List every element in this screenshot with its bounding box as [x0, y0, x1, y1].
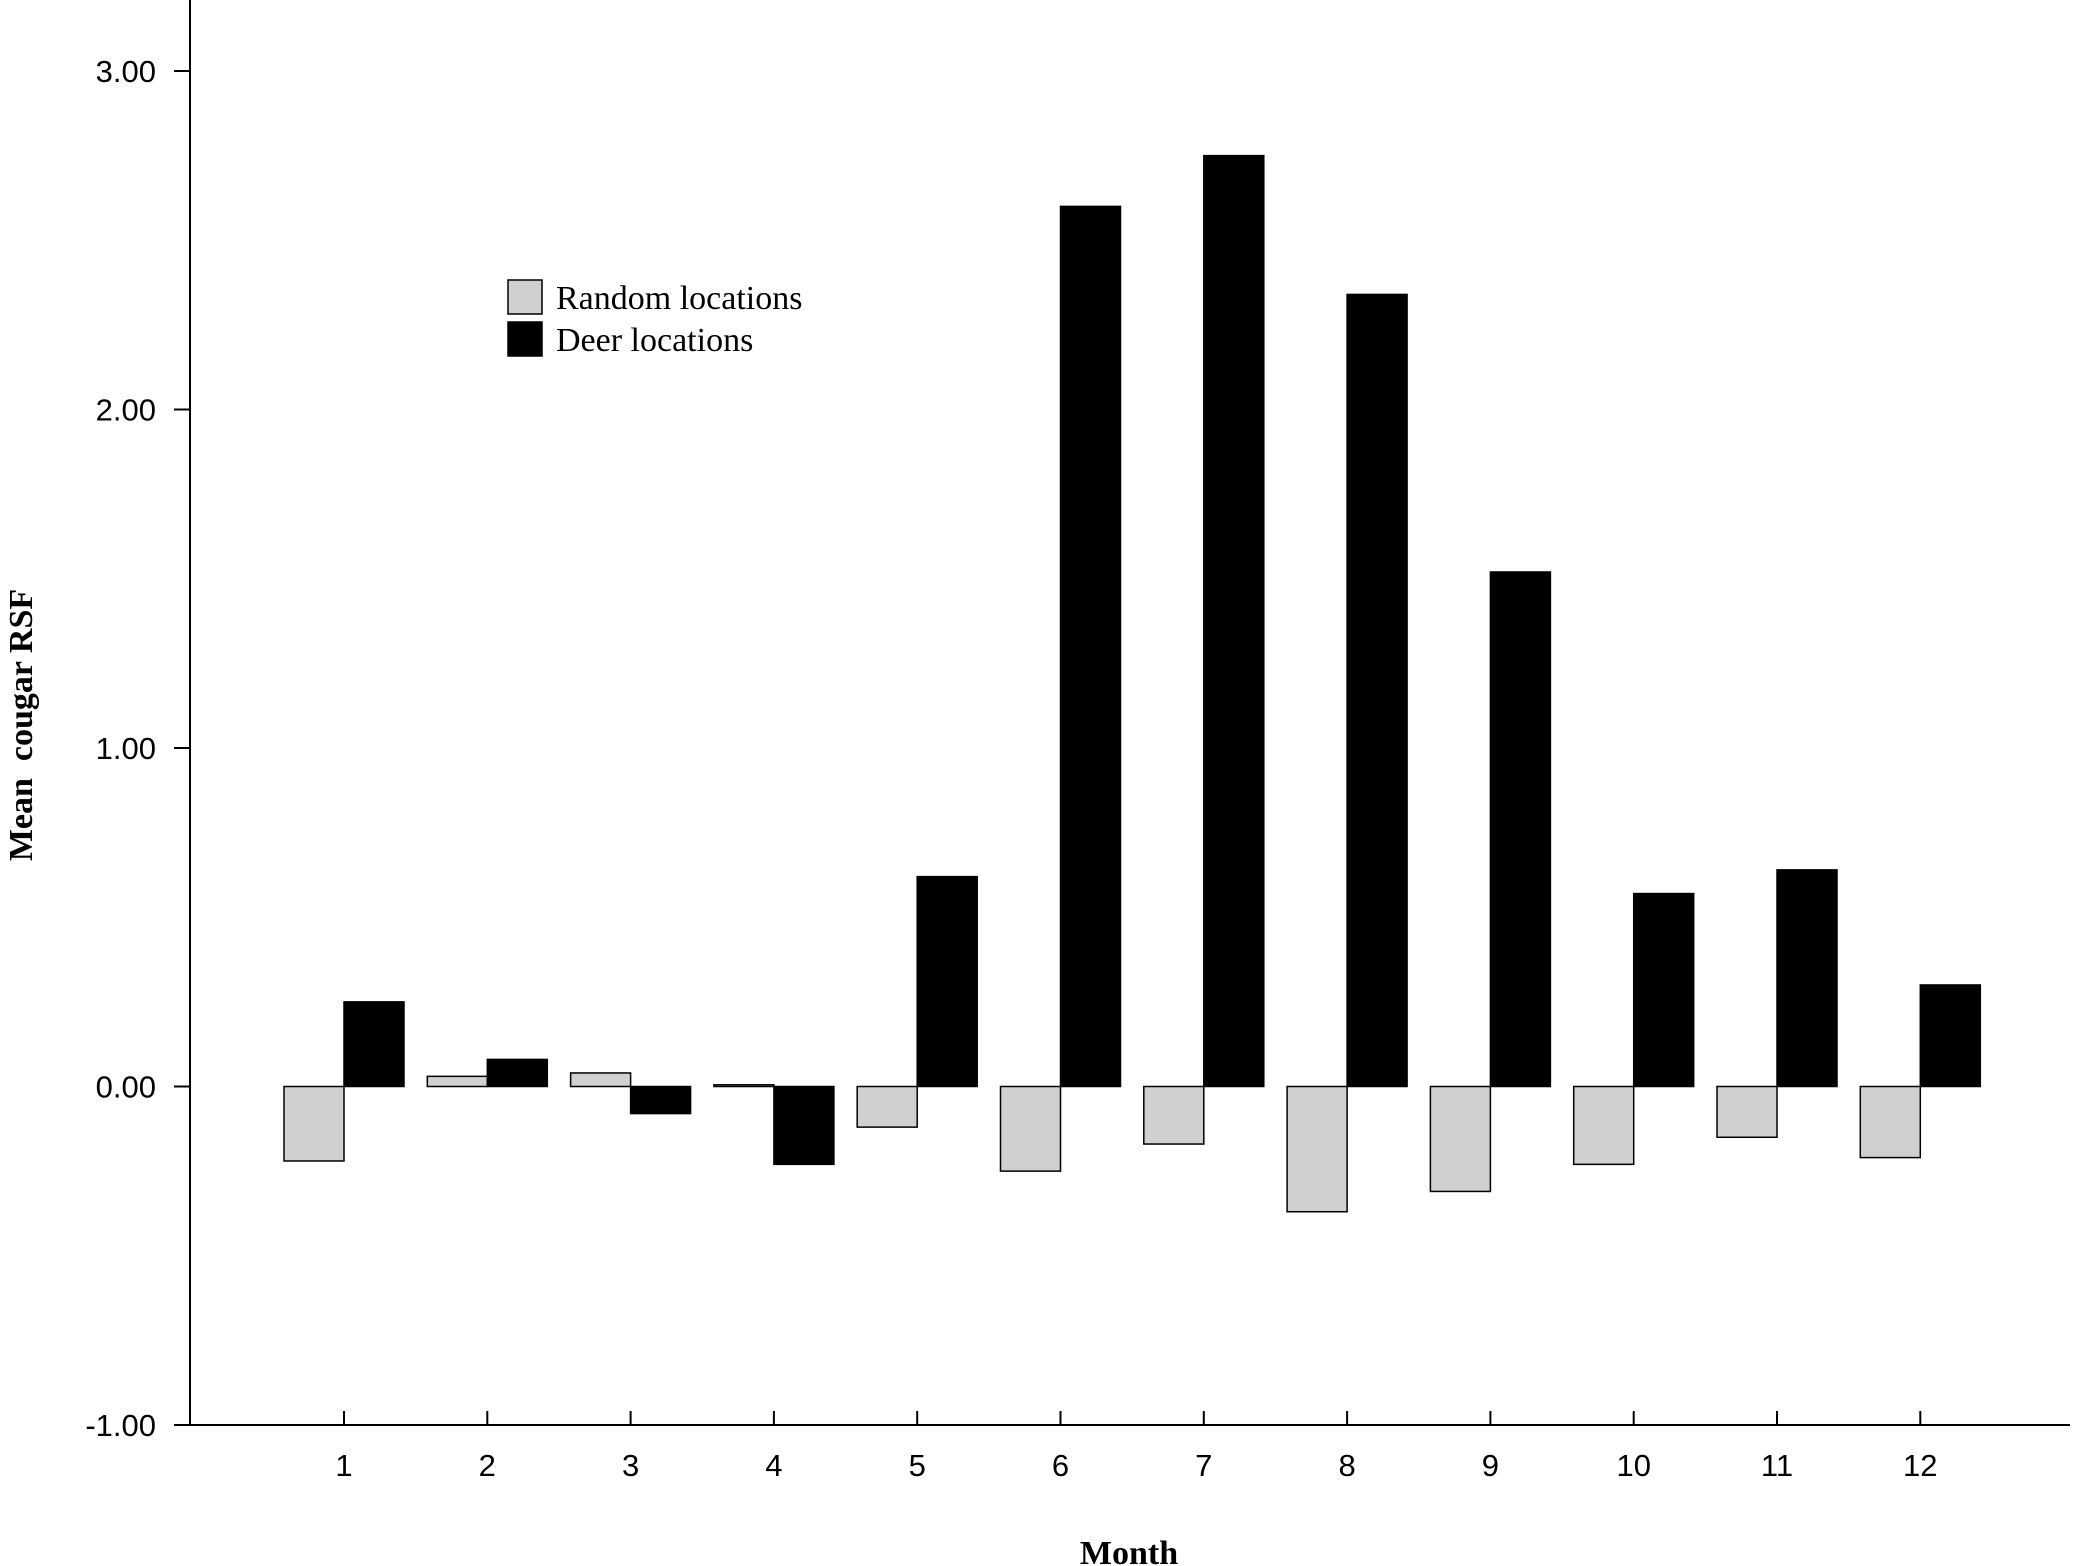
- x-tick-label: 2: [479, 1448, 496, 1483]
- y-tick-label: 2.00: [96, 393, 156, 428]
- y-tick-label: -1.00: [85, 1408, 156, 1443]
- bar-random-locations: [856, 1085, 918, 1128]
- x-tick-label: 9: [1482, 1448, 1499, 1483]
- x-tick-label: 7: [1195, 1448, 1212, 1483]
- x-tick-label: 3: [622, 1448, 639, 1483]
- x-tick-label: 5: [909, 1448, 926, 1483]
- bar-deer-locations: [916, 875, 978, 1088]
- bar-deer-locations: [773, 1085, 835, 1166]
- x-axis-title: Month: [1080, 1535, 1178, 1566]
- axes-group: -1.000.001.002.003.00 1 2 3 4 5 6 7 8 9 10 11 12: [85, 0, 2070, 1483]
- x-tick-label: 11: [1761, 1448, 1793, 1483]
- bar-random-locations: [999, 1085, 1062, 1172]
- bar-random-locations: [1572, 1085, 1635, 1166]
- bar-deer-locations: [1632, 892, 1695, 1088]
- bar-deer-locations: [1776, 869, 1838, 1088]
- legend-swatch: [507, 321, 543, 357]
- bar-deer-locations: [629, 1085, 692, 1115]
- legend: Random locations Deer locations: [507, 279, 802, 359]
- bar-deer-locations: [1919, 984, 1982, 1088]
- bar-random-locations: [713, 1084, 775, 1088]
- x-tick-label: 1: [335, 1448, 352, 1483]
- y-tick-label: 3.00: [96, 54, 156, 89]
- bar-random-locations: [426, 1075, 489, 1088]
- bar-random-locations: [1143, 1085, 1205, 1145]
- bar-random-locations: [1716, 1085, 1778, 1139]
- bars-group: [283, 154, 1982, 1213]
- bar-deer-locations: [1059, 205, 1122, 1088]
- y-ticks: -1.00 0.00 1.00 2.00 3.00: [85, 54, 190, 1443]
- x-tick-label: 10: [1616, 1448, 1650, 1483]
- legend-label: Deer locations: [556, 322, 753, 359]
- bar-random-locations: [569, 1072, 632, 1088]
- y-tick-label: 1.00: [96, 731, 156, 766]
- x-tick-label: 6: [1052, 1448, 1069, 1483]
- x-ticks: 1 2 3 4 5 6 7 8 9 10 11 12: [335, 1411, 1938, 1483]
- y-axis-title: Mean cougar RSF: [3, 589, 40, 861]
- bar-deer-locations: [343, 1001, 405, 1088]
- bar-random-locations: [1429, 1085, 1492, 1193]
- bar-deer-locations: [486, 1058, 549, 1088]
- legend-swatch: [507, 279, 543, 315]
- bar-random-locations: [283, 1085, 345, 1162]
- legend-label: Random locations: [556, 280, 802, 317]
- bar-deer-locations: [1489, 571, 1552, 1088]
- x-tick-label: 8: [1338, 1448, 1355, 1483]
- bar-deer-locations: [1203, 154, 1265, 1088]
- x-tick-label: 12: [1903, 1448, 1937, 1483]
- bar-random-locations: [1859, 1085, 1922, 1159]
- x-tick-label: 4: [765, 1448, 782, 1483]
- bar-random-locations: [1286, 1085, 1348, 1213]
- y-tick-label: 0.00: [96, 1070, 156, 1105]
- bar-deer-locations: [1346, 293, 1408, 1088]
